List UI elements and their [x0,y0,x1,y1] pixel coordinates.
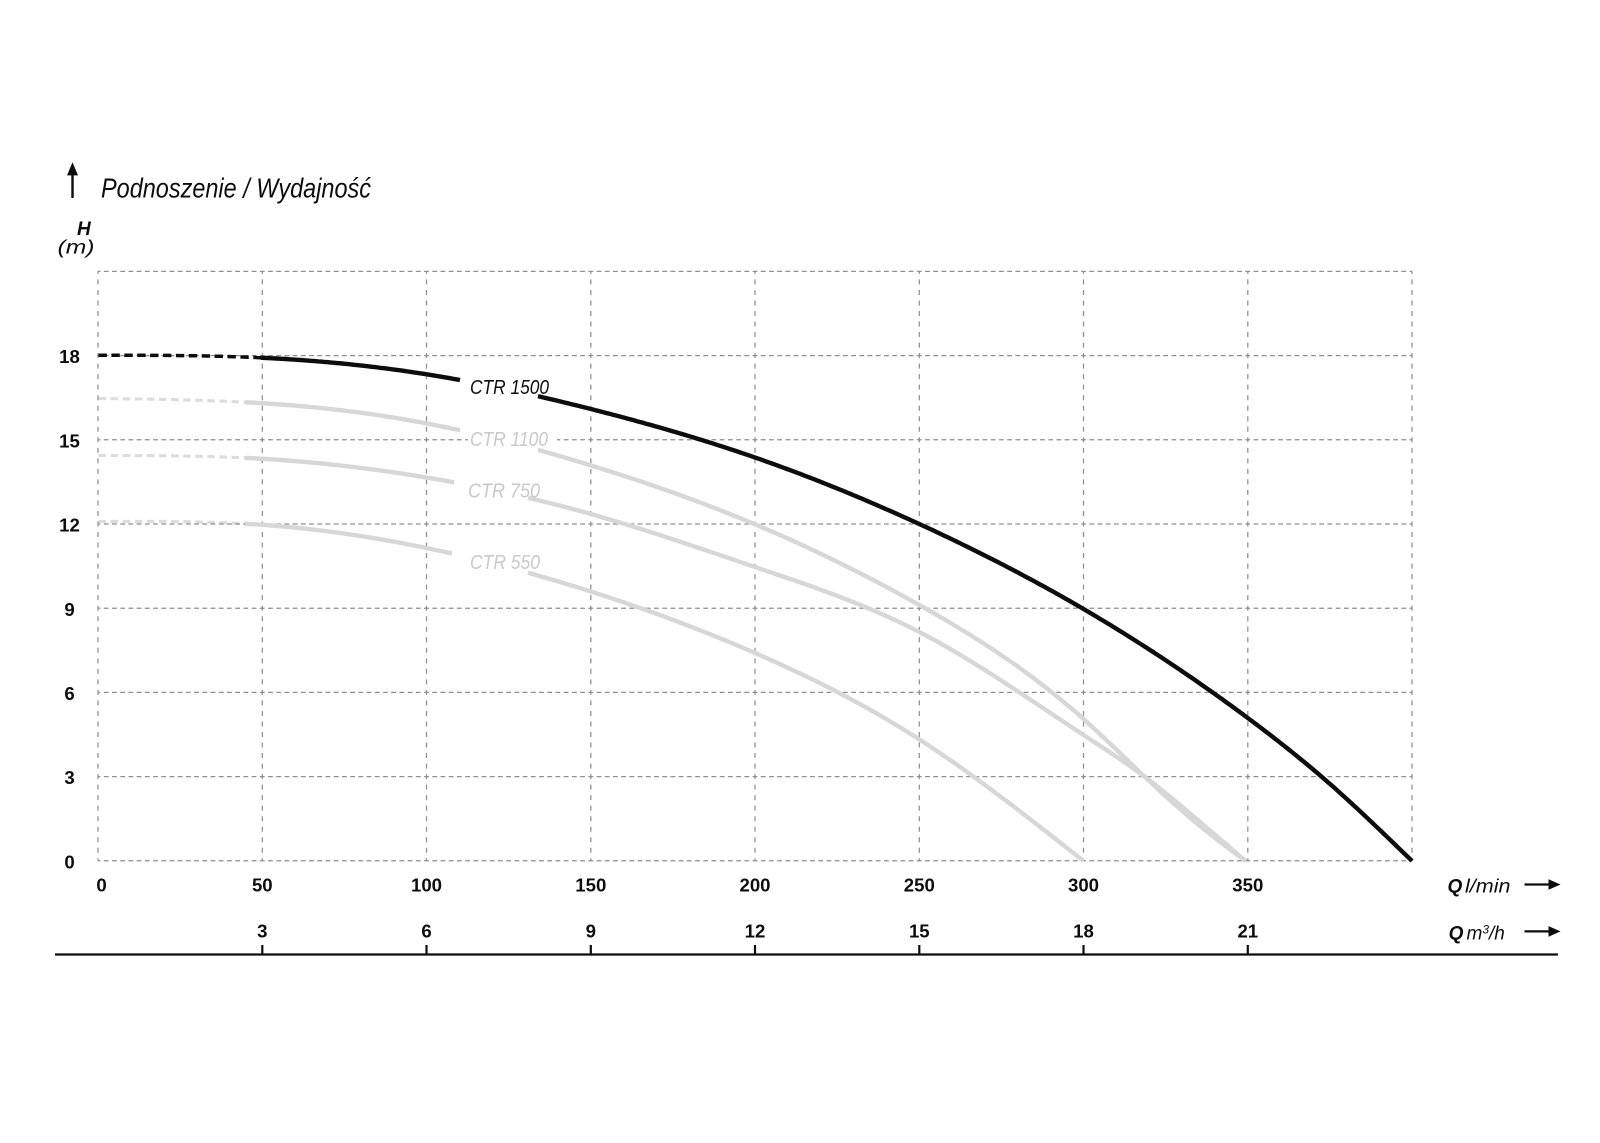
svg-text:350: 350 [1232,874,1263,895]
svg-text:18: 18 [1073,921,1094,942]
svg-text:H: H [77,219,92,240]
svg-text:15: 15 [909,921,930,942]
svg-text:m3/h: m3/h [1467,923,1505,945]
svg-text:15: 15 [59,430,80,451]
svg-text:0: 0 [64,851,74,872]
svg-text:CTR 1100: CTR 1100 [470,429,548,451]
svg-text:18: 18 [59,346,80,367]
svg-text:6: 6 [64,683,74,704]
svg-text:CTR 550: CTR 550 [470,552,540,574]
svg-text:100: 100 [411,874,442,895]
svg-text:300: 300 [1068,874,1099,895]
svg-text:12: 12 [59,515,80,536]
svg-text:150: 150 [575,874,606,895]
svg-text:CTR 1500: CTR 1500 [470,377,549,399]
svg-text:9: 9 [586,921,596,942]
svg-text:6: 6 [421,921,431,942]
svg-text:3: 3 [64,767,74,788]
svg-text:3: 3 [257,921,267,942]
svg-text:200: 200 [739,874,770,895]
svg-text:(m): (m) [58,238,95,259]
svg-text:Podnoszenie / Wydajność: Podnoszenie / Wydajność [101,173,371,204]
svg-text:50: 50 [252,874,273,895]
svg-text:0: 0 [96,874,106,895]
svg-text:Q: Q [1448,877,1463,898]
svg-text:l/min: l/min [1465,877,1511,898]
svg-text:CTR 750: CTR 750 [468,481,540,503]
svg-text:9: 9 [64,599,74,620]
svg-text:21: 21 [1237,921,1258,942]
svg-text:Q: Q [1449,924,1464,945]
svg-text:250: 250 [904,874,935,895]
svg-text:12: 12 [745,921,766,942]
